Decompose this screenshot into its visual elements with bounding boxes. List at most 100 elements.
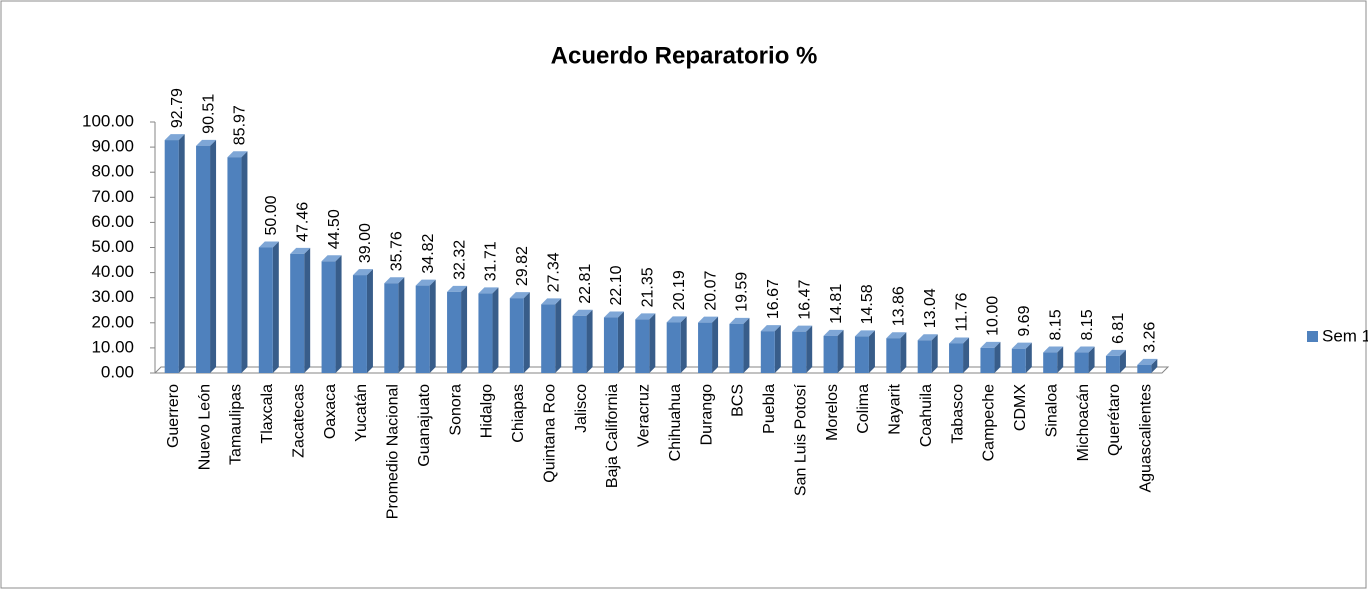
bar-side	[555, 298, 562, 373]
value-label: 31.71	[483, 241, 500, 281]
x-tick-label: Guanajuato	[416, 384, 433, 467]
bar-top	[698, 316, 719, 323]
bar	[729, 323, 744, 373]
value-label: 8.15	[1047, 309, 1064, 340]
bar-top	[792, 325, 813, 332]
bar	[823, 335, 838, 373]
y-tick-label: 0.00	[101, 362, 134, 381]
bar	[352, 275, 367, 373]
value-label: 21.35	[640, 267, 657, 307]
bar	[792, 331, 807, 373]
y-tick-label: 100.00	[82, 111, 134, 130]
value-label: 29.82	[514, 246, 531, 286]
bar-side	[523, 292, 530, 373]
bar-side	[461, 285, 468, 373]
x-tick-label: Hidalgo	[479, 384, 496, 438]
bar	[509, 298, 524, 373]
bar-top	[666, 316, 687, 323]
x-tick-label: Tamaulipas	[228, 384, 245, 465]
value-label: 13.86	[891, 286, 908, 326]
bar	[290, 253, 305, 373]
bar-side	[1025, 342, 1032, 373]
bar-side	[1088, 346, 1095, 373]
bar-side	[1057, 346, 1064, 373]
value-label: 19.59	[734, 272, 751, 312]
value-label: 11.76	[953, 293, 970, 332]
bar-top	[1011, 342, 1032, 349]
x-tick-label: Nuevo León	[196, 384, 213, 470]
value-label: 9.69	[1016, 305, 1033, 336]
x-tick-label: Sinaloa	[1043, 384, 1060, 437]
bar-top	[541, 298, 562, 305]
legend-label: Sem 1	[1322, 326, 1368, 345]
bar-top	[321, 255, 342, 262]
bar-top	[227, 151, 248, 158]
y-tick-label: 30.00	[91, 287, 134, 306]
bar-top	[854, 330, 875, 337]
bar	[1043, 352, 1058, 373]
value-label: 27.34	[545, 252, 562, 292]
bar	[258, 247, 273, 373]
bar-side	[241, 151, 248, 373]
value-label: 14.81	[828, 284, 845, 324]
value-label: 47.46	[294, 202, 311, 242]
bar	[1137, 364, 1152, 373]
bar-side	[366, 269, 373, 373]
bar	[478, 293, 493, 373]
bar	[415, 285, 430, 373]
bar-top	[1074, 346, 1095, 353]
bar-side	[617, 311, 624, 373]
y-tick-label: 60.00	[91, 212, 134, 231]
bar	[666, 322, 681, 373]
x-tick-label: Chiapas	[510, 384, 527, 443]
bar-side	[272, 241, 279, 373]
bar	[572, 315, 587, 373]
y-tick-label: 40.00	[91, 262, 134, 281]
x-tick-label: Zacatecas	[290, 384, 307, 458]
bar-side	[806, 325, 813, 373]
bar-side	[963, 337, 970, 373]
bar-top	[917, 334, 938, 341]
bar-top	[572, 309, 593, 316]
bar	[635, 319, 650, 373]
bar-top	[886, 332, 907, 339]
x-tick-label: Sonora	[447, 384, 464, 436]
x-tick-label: Aguascalientes	[1138, 384, 1155, 493]
bar-side	[680, 316, 687, 373]
bar-side	[304, 247, 311, 373]
chart-title: Acuerdo Reparatorio %	[551, 42, 818, 69]
bar-top	[760, 325, 781, 332]
bar-top	[415, 279, 436, 286]
bar-top	[1043, 346, 1064, 353]
bar-top	[509, 292, 530, 299]
x-tick-label: Yucatán	[353, 384, 370, 442]
bar-top	[1137, 358, 1158, 365]
bar-side	[586, 309, 593, 373]
bar-side	[900, 332, 907, 373]
value-label: 13.04	[922, 288, 939, 328]
bar-top	[823, 329, 844, 336]
bar-top	[196, 139, 217, 146]
bar-side	[649, 313, 656, 373]
bar-top	[478, 287, 499, 294]
value-label: 22.10	[608, 265, 625, 305]
value-label: 92.79	[169, 88, 186, 128]
y-tick-label: 20.00	[91, 312, 134, 331]
bar	[196, 145, 211, 373]
bar-side	[1151, 358, 1158, 373]
x-tick-label: Nayarit	[887, 383, 904, 434]
value-label: 22.81	[577, 264, 594, 304]
x-tick-label: Puebla	[761, 384, 778, 434]
x-tick-label: Campeche	[981, 384, 998, 461]
bar	[541, 304, 556, 373]
bar-side	[743, 317, 750, 373]
bar	[980, 347, 995, 373]
bar	[321, 261, 336, 373]
bar-top	[635, 313, 656, 320]
bar	[854, 336, 869, 373]
bar-side	[492, 287, 499, 373]
bar-side	[335, 255, 342, 373]
bar	[760, 331, 775, 373]
